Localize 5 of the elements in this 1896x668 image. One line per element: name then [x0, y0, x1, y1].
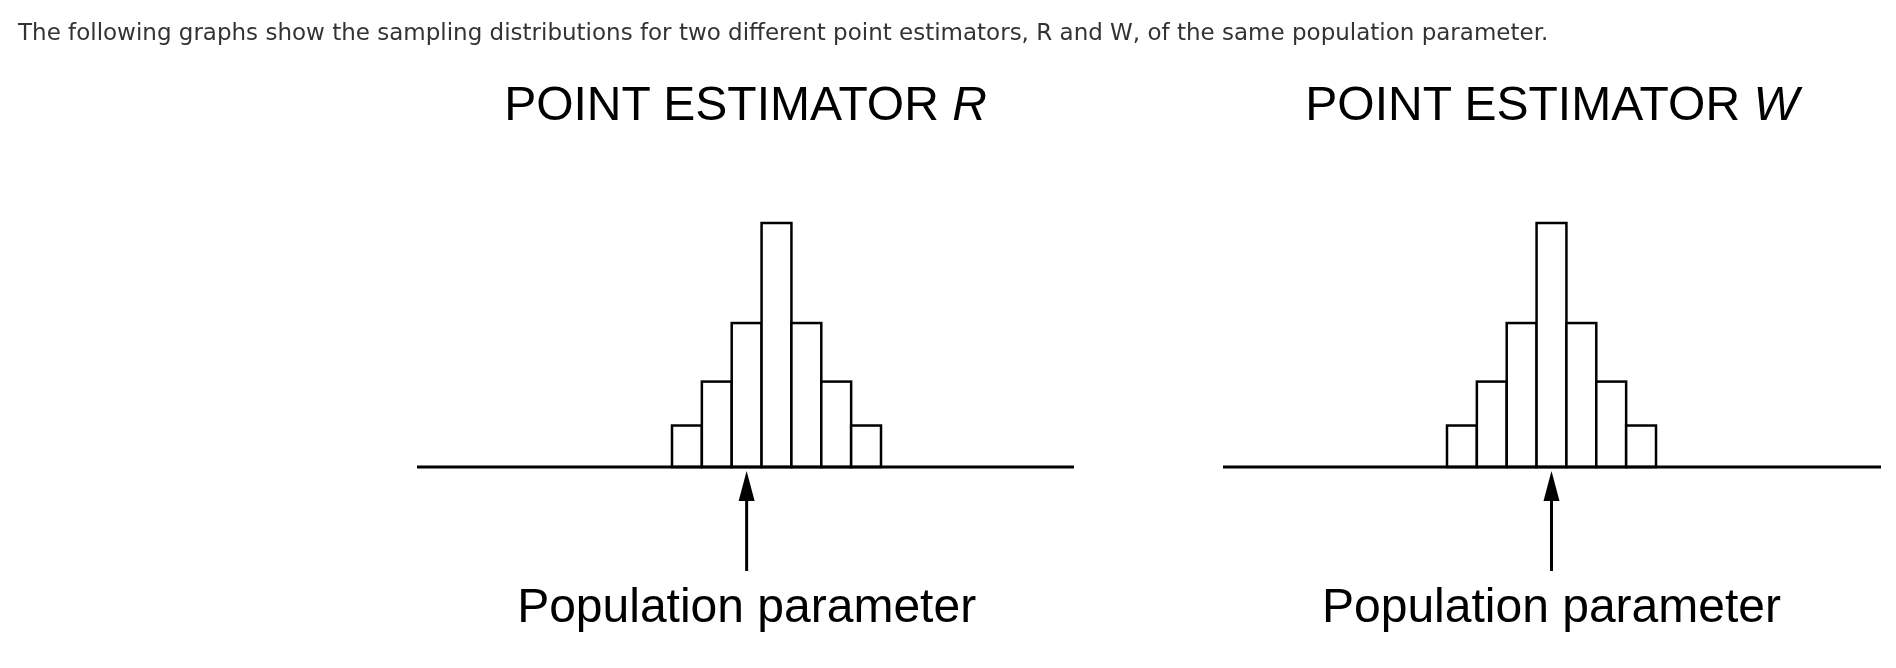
chart-title: POINT ESTIMATOR R	[504, 77, 987, 130]
text: Population parameter	[517, 579, 977, 632]
chart-title: POINT ESTIMATOR W	[1305, 77, 1804, 130]
text: Population parameter	[1322, 579, 1781, 632]
text: The following graphs show the sampling distributions for two different point estimators, R and W, of the same population parameter.	[17, 19, 1549, 45]
